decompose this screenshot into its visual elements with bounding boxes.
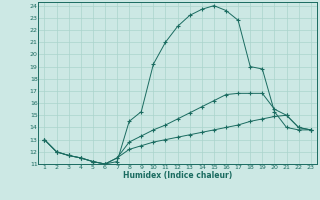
- X-axis label: Humidex (Indice chaleur): Humidex (Indice chaleur): [123, 171, 232, 180]
